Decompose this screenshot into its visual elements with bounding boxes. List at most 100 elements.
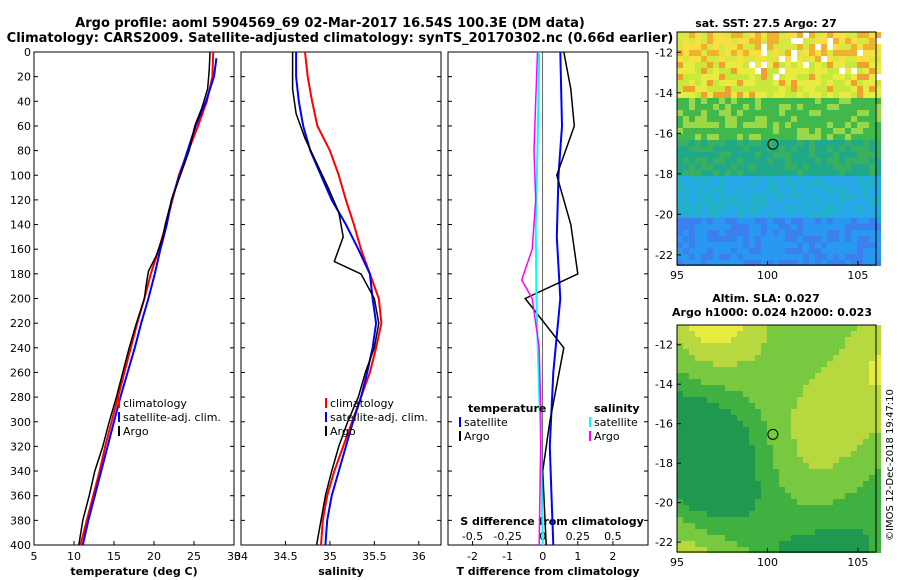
map-cell	[707, 146, 713, 152]
map-cell	[797, 481, 803, 487]
map-cell	[725, 236, 731, 242]
map-cell	[767, 260, 773, 266]
map-cell	[713, 541, 719, 547]
y-tick-label: 220	[10, 317, 31, 330]
map-cell	[815, 254, 821, 260]
map-cell	[785, 68, 791, 74]
map-cell	[761, 152, 767, 158]
map-cell	[857, 421, 863, 427]
map-cell	[719, 254, 725, 260]
map-cell	[797, 236, 803, 242]
map-cell	[713, 50, 719, 56]
map-cell	[827, 367, 833, 373]
map-cell	[803, 32, 809, 38]
map-cell	[743, 337, 749, 343]
map-cell	[845, 493, 851, 499]
map-cell	[707, 32, 713, 38]
map-cell	[707, 523, 713, 529]
map-cell	[821, 86, 827, 92]
map-cell	[713, 463, 719, 469]
map-cell	[683, 505, 689, 511]
map-cell	[695, 152, 701, 158]
map-cell	[821, 355, 827, 361]
map-cell	[731, 44, 737, 50]
map-cell	[839, 541, 845, 547]
map-cell	[779, 493, 785, 499]
map-cell	[821, 463, 827, 469]
map-cell	[833, 349, 839, 355]
map-cell	[845, 134, 851, 140]
map-cell	[695, 32, 701, 38]
map-cell	[779, 517, 785, 523]
map-cell	[719, 469, 725, 475]
map-cell	[749, 493, 755, 499]
map-cell	[677, 493, 683, 499]
map-cell	[689, 331, 695, 337]
map-cell	[797, 439, 803, 445]
map-cell	[821, 80, 827, 86]
map-cell	[737, 451, 743, 457]
map-cell	[839, 385, 845, 391]
map-cell	[851, 511, 857, 517]
map-cell	[779, 212, 785, 218]
map-cell	[713, 206, 719, 212]
map-cell	[797, 176, 803, 182]
map-cell	[833, 32, 839, 38]
map-cell	[743, 367, 749, 373]
map-cell	[695, 505, 701, 511]
map-cell	[737, 391, 743, 397]
map-cell	[743, 325, 749, 331]
map-cell	[677, 361, 683, 367]
map-cell	[869, 427, 875, 433]
map-cell	[815, 134, 821, 140]
map-cell	[761, 212, 767, 218]
map-cell	[851, 188, 857, 194]
map-cell	[707, 397, 713, 403]
map-cell	[863, 122, 869, 128]
map-cell	[731, 140, 737, 146]
map-cell	[869, 505, 875, 511]
map-cell	[719, 523, 725, 529]
map-cell	[707, 457, 713, 463]
map-cell	[761, 194, 767, 200]
map-cell	[827, 182, 833, 188]
map-cell	[815, 140, 821, 146]
map-cell	[785, 110, 791, 116]
map-cell	[713, 218, 719, 224]
map-cell	[791, 349, 797, 355]
map-cell	[713, 439, 719, 445]
map-cell	[725, 427, 731, 433]
map-cell	[773, 403, 779, 409]
figure-title-line2: Climatology: CARS2009. Satellite-adjuste…	[7, 31, 674, 46]
map-cell	[785, 439, 791, 445]
map-cell	[713, 212, 719, 218]
map-cell	[821, 164, 827, 170]
map-cell	[707, 152, 713, 158]
map-cell	[875, 511, 881, 517]
map-cell	[743, 116, 749, 122]
map-cell	[701, 523, 707, 529]
map-cell	[857, 349, 863, 355]
map-cell	[689, 206, 695, 212]
map-cell	[749, 158, 755, 164]
map-cell	[797, 242, 803, 248]
map-cell	[749, 62, 755, 68]
map-cell	[857, 62, 863, 68]
map-cell	[707, 379, 713, 385]
map-cell	[803, 379, 809, 385]
map-cell	[701, 212, 707, 218]
map-cell	[815, 158, 821, 164]
map-cell	[863, 194, 869, 200]
map-cell	[839, 337, 845, 343]
map-cell	[845, 248, 851, 254]
map-cell	[707, 50, 713, 56]
map-cell	[797, 457, 803, 463]
map-cell	[809, 445, 815, 451]
map-cell	[779, 224, 785, 230]
map-cell	[797, 248, 803, 254]
map-cell	[773, 367, 779, 373]
map-cell	[785, 463, 791, 469]
map-cell	[857, 230, 863, 236]
map-cell	[767, 409, 773, 415]
legend-label: satellite-adj. clim.	[123, 411, 221, 424]
